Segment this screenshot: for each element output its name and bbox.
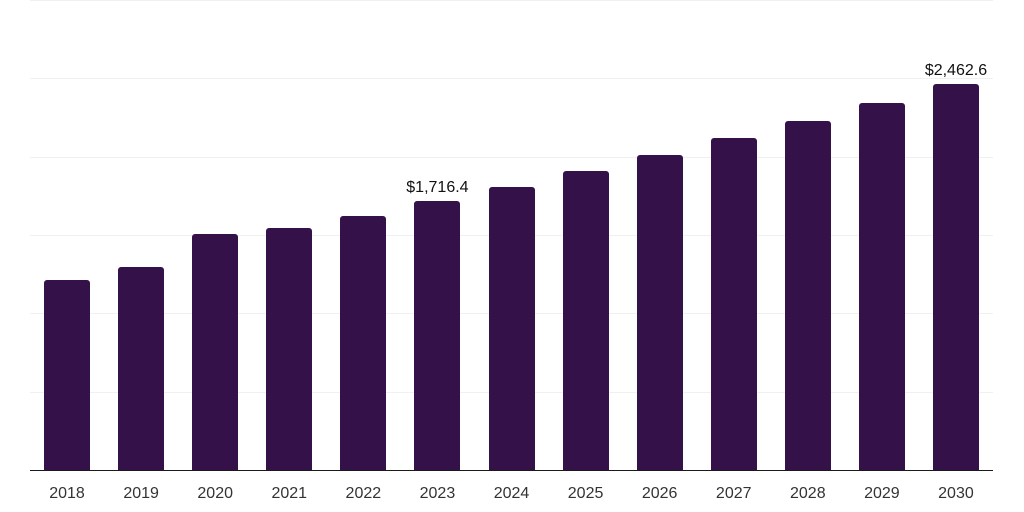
bar-2027 bbox=[710, 138, 757, 470]
bar-2022 bbox=[340, 216, 387, 470]
x-axis-line bbox=[30, 469, 993, 471]
x-axis-tick-labels: 2018 2019 2020 2021 2022 2023 2024 2025 2026 2027… bbox=[30, 470, 993, 512]
x-tick-label-2020: 2020 bbox=[197, 485, 233, 502]
gridline-3000 bbox=[30, 0, 993, 1]
x-tick-label-2030: 2030 bbox=[938, 485, 974, 502]
x-tick-label-2028: 2028 bbox=[790, 485, 826, 502]
bar-2021 bbox=[266, 227, 313, 470]
value-label-2030: $2,462.6 bbox=[924, 62, 988, 80]
x-tick-label-2023: 2023 bbox=[419, 485, 456, 502]
x-tick-label-2029: 2029 bbox=[864, 485, 900, 502]
bar-2019 bbox=[118, 266, 165, 470]
gridline-2500 bbox=[30, 78, 993, 80]
bar-2024 bbox=[488, 187, 535, 470]
x-tick-label-2019: 2019 bbox=[123, 485, 159, 502]
x-tick-label-2025: 2025 bbox=[567, 485, 604, 502]
x-tick-label-2022: 2022 bbox=[345, 485, 382, 502]
bar-2018 bbox=[44, 279, 91, 470]
bar-2030 bbox=[932, 84, 979, 470]
bar-2028 bbox=[784, 120, 831, 470]
x-tick-label-2026: 2026 bbox=[641, 485, 678, 502]
bar-2026 bbox=[636, 154, 683, 470]
value-label-2023: $1,716.4 bbox=[406, 179, 469, 197]
x-tick-label-2024: 2024 bbox=[493, 485, 530, 502]
bar-2020 bbox=[192, 234, 239, 470]
x-tick-label-2021: 2021 bbox=[271, 485, 308, 502]
plot-area: $1,716.4 $2,462.6 bbox=[30, 0, 993, 471]
bar-2023 bbox=[414, 201, 461, 470]
bar-2025 bbox=[562, 170, 609, 470]
x-tick-label-2018: 2018 bbox=[49, 485, 85, 502]
x-tick-label-2027: 2027 bbox=[715, 485, 752, 502]
bar-2029 bbox=[858, 102, 905, 470]
gridline-2000 bbox=[30, 156, 993, 158]
